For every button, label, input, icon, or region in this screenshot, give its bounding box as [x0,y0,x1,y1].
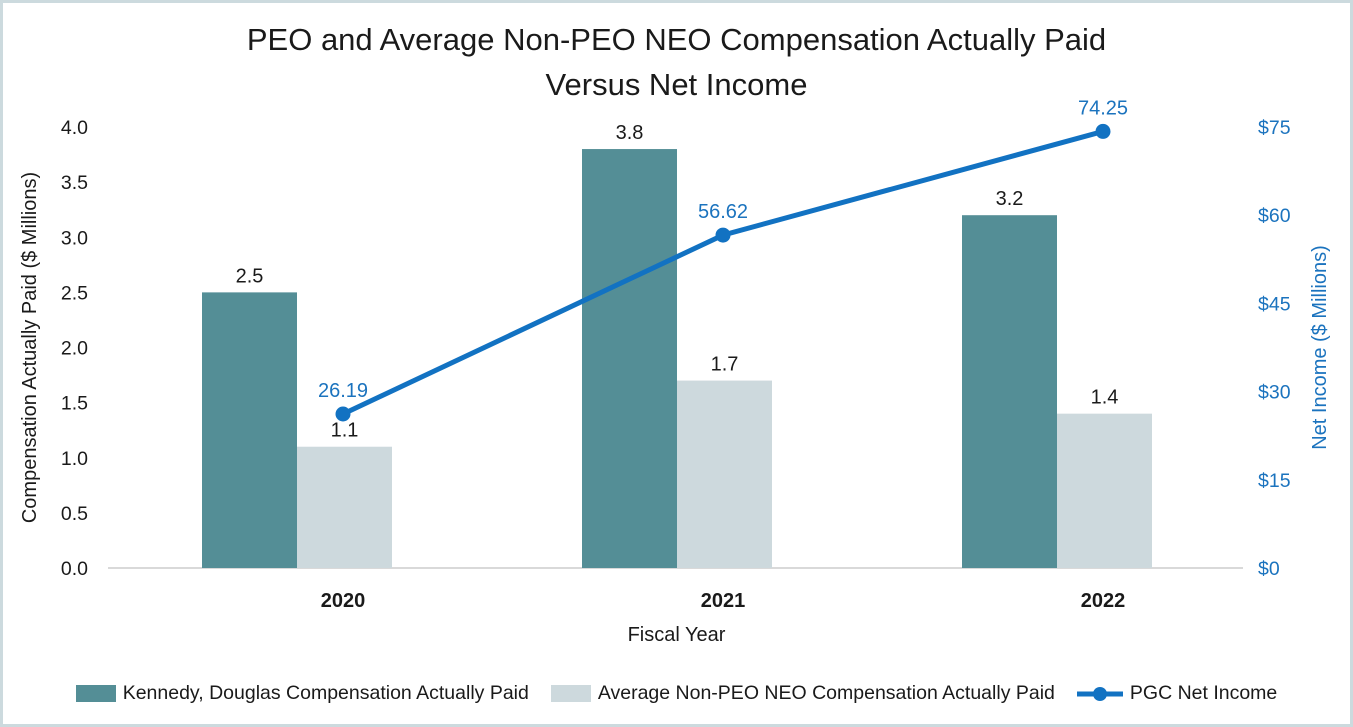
line-marker [715,227,731,243]
y-axis-tick-label: 0.5 [61,503,88,525]
bar-value-label: 3.2 [996,188,1024,210]
legend-label: Average Non-PEO NEO Compensation Actuall… [597,682,1055,704]
legend-swatch-icon [75,685,116,702]
x-axis-label: 2022 [1081,590,1126,612]
bar-value-label: 1.1 [331,420,359,442]
y2-axis-tick-label: $15 [1258,470,1291,492]
x-axis-label: 2020 [321,590,366,612]
plot-area: 0.0 0.5 1.0 1.5 2.0 2.5 3.0 3.5 4.0 $0 $15 $30 $45 $6… [61,97,1291,612]
chart-title-line1: PEO and Average Non-PEO NEO Compensation… [246,22,1107,57]
y-axis-tick-label: 1.0 [61,448,88,470]
y-axis-tick-label: 1.5 [61,393,88,415]
x-axis-label: 2021 [701,590,746,612]
bar [1057,413,1152,568]
y-axis-tick-label: 4.0 [61,117,88,139]
y-axis-tick-label: 2.5 [61,282,88,304]
y2-axis-tick-label: $75 [1258,117,1291,139]
legend-swatch-icon [550,685,591,702]
bar [582,149,677,569]
chart-title: PEO and Average Non-PEO NEO Compensation… [3,17,1350,107]
legend-line-marker-icon [1076,686,1123,701]
bar [677,380,772,568]
chart-title-line2: Versus Net Income [545,67,808,102]
y2-axis-tick-label: $60 [1258,205,1291,227]
legend-item: PGC Net Income [1076,682,1278,705]
y2-axis-tick-label: $30 [1258,382,1291,404]
legend-label: PGC Net Income [1129,682,1278,704]
y-axis-tick-label: 3.0 [61,227,88,249]
bar [297,446,392,568]
y2-axis-tick-label: $45 [1258,293,1291,315]
x-axis-title: Fiscal Year [627,624,726,646]
bar [962,215,1057,568]
line-value-label: 56.62 [698,201,748,223]
bar-value-label: 1.7 [711,354,739,376]
line-marker [1095,123,1111,139]
legend-item: Kennedy, Douglas Compensation Actually P… [75,682,529,705]
bar-value-label: 2.5 [236,265,264,287]
line-marker [335,406,351,422]
y2-axis-tick-label: $0 [1258,558,1280,580]
legend-label: Kennedy, Douglas Compensation Actually P… [122,682,529,704]
y-axis-tick-label: 0.0 [61,558,88,580]
y-axis-tick-label: 2.0 [61,338,88,360]
line-value-label: 74.25 [1078,97,1128,119]
bar-value-label: 3.8 [616,122,644,144]
line-value-label: 26.19 [318,380,368,402]
legend-item: Average Non-PEO NEO Compensation Actuall… [550,682,1055,705]
bar-value-label: 1.4 [1091,387,1119,409]
legend: Kennedy, Douglas Compensation Actually P… [3,682,1350,705]
bar [202,292,297,568]
y-axis-tick-label: 3.5 [61,172,88,194]
